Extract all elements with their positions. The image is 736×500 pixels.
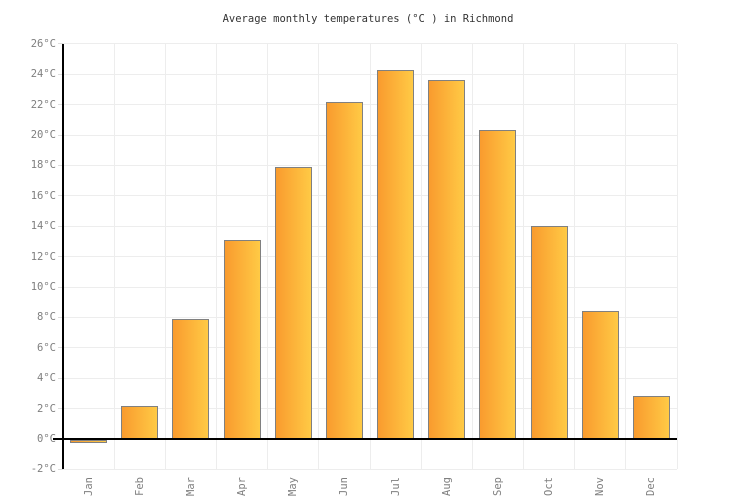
temperature-bar <box>530 226 568 439</box>
y-axis-tick <box>58 316 63 318</box>
y-axis-tick <box>58 195 63 197</box>
v-gridline <box>318 43 320 470</box>
x-axis-label: May <box>287 477 300 496</box>
temperature-bar <box>325 101 363 439</box>
x-axis-label: Mar <box>184 477 197 496</box>
y-axis-label: 22°C <box>30 98 56 111</box>
x-axis-label: Sep <box>491 477 504 496</box>
x-axis-label: Apr <box>236 477 249 496</box>
x-axis-label: Jan <box>82 477 95 496</box>
temperature-bar <box>581 311 619 439</box>
v-gridline <box>523 43 524 470</box>
y-axis-tick <box>58 43 63 45</box>
v-gridline <box>574 43 576 470</box>
temperature-bar <box>70 439 108 443</box>
y-axis-tick <box>58 286 63 288</box>
y-axis-label: 14°C <box>30 220 56 233</box>
y-axis-tick <box>58 468 63 470</box>
temperature-bar <box>428 80 466 439</box>
y-axis-label: 0°C <box>37 433 56 445</box>
temperature-bar <box>274 166 312 439</box>
y-axis-label: 6°C <box>37 341 56 354</box>
v-gridline <box>164 43 166 470</box>
y-axis-tick <box>58 164 63 166</box>
v-gridline <box>471 43 473 470</box>
y-axis-label: -2°C <box>30 463 56 476</box>
y-axis-line <box>62 43 64 470</box>
y-axis-label: 26°C <box>30 37 56 50</box>
y-axis-tick <box>58 225 63 227</box>
y-axis-label: 20°C <box>30 129 56 141</box>
v-gridline <box>420 43 422 470</box>
temperature-bar <box>377 69 415 439</box>
v-gridline <box>267 43 269 470</box>
x-axis-label: Aug <box>440 477 453 496</box>
y-axis-tick <box>58 408 63 410</box>
v-gridline <box>625 43 627 470</box>
y-axis-label: 4°C <box>37 372 56 385</box>
y-axis-label: 8°C <box>37 311 56 324</box>
x-axis-label: Dec <box>645 477 658 496</box>
v-gridline <box>369 43 371 470</box>
zero-line <box>53 438 677 440</box>
temperature-bar <box>172 318 210 439</box>
y-axis-tick <box>58 134 63 136</box>
h-gridline <box>63 468 677 470</box>
y-axis-label: 24°C <box>30 68 56 81</box>
x-axis-label: Jul <box>389 477 402 496</box>
x-axis-label: Oct <box>543 477 556 496</box>
temperature-bar <box>632 396 670 439</box>
y-axis-label: 12°C <box>30 250 56 263</box>
temperature-bar <box>223 239 261 439</box>
y-axis-tick <box>58 347 63 349</box>
y-axis-tick <box>58 256 63 258</box>
temperature-bar <box>121 405 159 439</box>
x-axis-label: Nov <box>594 477 607 496</box>
temperature-bar <box>479 130 517 439</box>
v-gridline <box>676 43 678 470</box>
chart-title: Average monthly temperatures (°C ) in Ri… <box>222 13 514 25</box>
y-axis-label: 16°C <box>30 189 56 202</box>
y-axis-tick <box>58 73 63 75</box>
y-axis-tick <box>58 377 63 379</box>
y-axis-label: 2°C <box>37 402 56 415</box>
v-gridline <box>113 43 115 470</box>
y-axis-label: 18°C <box>30 159 56 172</box>
x-axis-label: Feb <box>133 477 146 496</box>
v-gridline <box>216 43 217 470</box>
y-axis-tick <box>58 104 63 106</box>
y-axis-label: 10°C <box>30 281 56 293</box>
x-axis-label: Jun <box>338 477 351 496</box>
